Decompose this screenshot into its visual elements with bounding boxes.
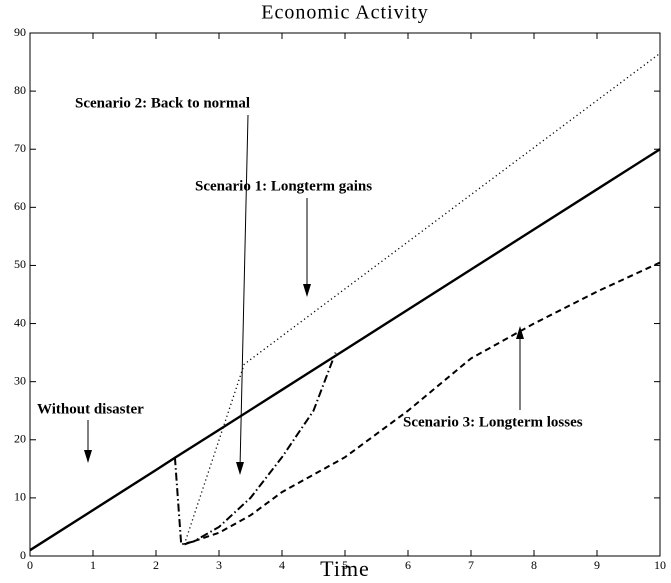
y-tick-label: 60: [14, 199, 26, 213]
x-tick-label: 1: [90, 558, 96, 572]
y-tick-label: 0: [20, 548, 26, 562]
x-tick-label: 0: [27, 558, 33, 572]
series-line: [29, 148, 661, 552]
x-tick-label: 5: [342, 558, 348, 572]
arrow: [239, 114, 249, 469]
x-tick-label: 6: [405, 558, 411, 572]
arrowhead: [303, 284, 311, 297]
x-axis-label: Time: [320, 556, 370, 581]
x-tick-label: 3: [216, 558, 222, 572]
y-tick-label: 30: [14, 373, 26, 387]
y-tick-label: 20: [14, 432, 26, 446]
series-line: [184, 261, 661, 546]
y-tick-label: 10: [14, 490, 26, 504]
annotation: Scenario 1: Longterm gains: [195, 178, 372, 194]
arrowhead: [516, 326, 524, 339]
chart-title: Economic Activity: [261, 2, 429, 24]
annotation: Without disaster: [37, 401, 144, 417]
x-tick-label: 2: [153, 558, 159, 572]
y-tick-label: 80: [14, 83, 26, 97]
annotations: [84, 114, 524, 475]
x-tick-label: 9: [594, 558, 600, 572]
y-tick-label: 90: [14, 25, 26, 39]
plot-frame: [29, 32, 661, 557]
arrowhead: [236, 462, 244, 475]
series-line: [183, 52, 661, 545]
x-tick-label: 4: [279, 558, 285, 572]
x-tick-label: 7: [468, 558, 474, 572]
annotation: Scenario 2: Back to normal: [75, 95, 250, 111]
y-tick-label: 40: [14, 315, 26, 329]
arrowhead: [84, 450, 92, 463]
series-line: [173, 352, 337, 546]
x-tick-label: 10: [654, 558, 666, 572]
y-tick-label: 70: [14, 141, 26, 155]
annotation: Scenario 3: Longterm losses: [403, 414, 583, 430]
y-tick-label: 50: [14, 257, 26, 271]
x-tick-label: 8: [531, 558, 537, 572]
